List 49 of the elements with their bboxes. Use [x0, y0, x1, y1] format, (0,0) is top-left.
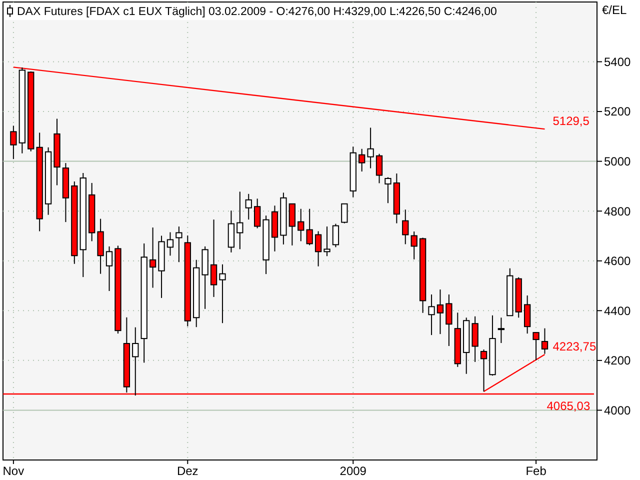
x-tick-label: Dez	[176, 464, 198, 478]
candlestick	[376, 153, 383, 184]
candlestick	[219, 264, 226, 324]
candlestick	[367, 127, 374, 169]
y-tick-label: 5400	[604, 54, 632, 69]
candlestick	[341, 203, 348, 224]
y-tick-label: 4400	[604, 304, 632, 318]
candlestick	[498, 317, 505, 344]
candlestick	[245, 193, 252, 220]
y-tick-label: 4000	[604, 403, 632, 418]
y-tick-label: 4800	[604, 204, 632, 218]
chart-title: DAX Futures [FDAX c1 EUX Täglich] 03.02.2009 - O:4276,00 H:4329,00 L:4226,50 C:4246,00	[17, 6, 497, 18]
candlestick	[410, 231, 418, 260]
candlestick	[166, 232, 174, 256]
candlestick	[288, 203, 296, 246]
candlestick	[236, 191, 244, 250]
y-tick-label: 4200	[604, 354, 632, 368]
candlestick	[446, 294, 452, 346]
candlestick	[324, 226, 330, 257]
x-tick-label: 2009	[340, 464, 367, 478]
y-axis-title: €/EL	[602, 3, 628, 17]
candlestick	[254, 198, 261, 229]
candlestick	[97, 218, 104, 274]
candlestick	[314, 230, 322, 267]
x-tick-label: Feb	[526, 464, 547, 478]
candlestick	[176, 226, 182, 263]
candlestick	[428, 294, 435, 336]
candlestick	[524, 294, 531, 334]
ref-line-label: 4065,03	[546, 399, 590, 414]
candlestick	[384, 176, 392, 204]
candlestick	[472, 316, 478, 362]
x-tick-label: Nov	[2, 464, 24, 478]
candlestick	[210, 219, 218, 298]
candlestick	[306, 208, 313, 246]
candlestick	[436, 288, 444, 335]
data-label: 4223,75	[552, 340, 596, 354]
y-tick-label: 5000	[604, 154, 632, 169]
candlestick	[298, 208, 304, 242]
candlestick	[132, 326, 139, 396]
candlestick	[402, 209, 409, 245]
candlestick	[228, 210, 235, 253]
candlestick	[332, 223, 340, 248]
y-tick-label: 4600	[604, 254, 632, 268]
data-label: 5129,5	[552, 114, 590, 128]
y-tick-label: 5200	[604, 104, 632, 119]
candlestick	[358, 148, 366, 172]
candlestick	[149, 227, 156, 288]
candlestick	[10, 125, 17, 160]
candlestick	[106, 246, 113, 292]
